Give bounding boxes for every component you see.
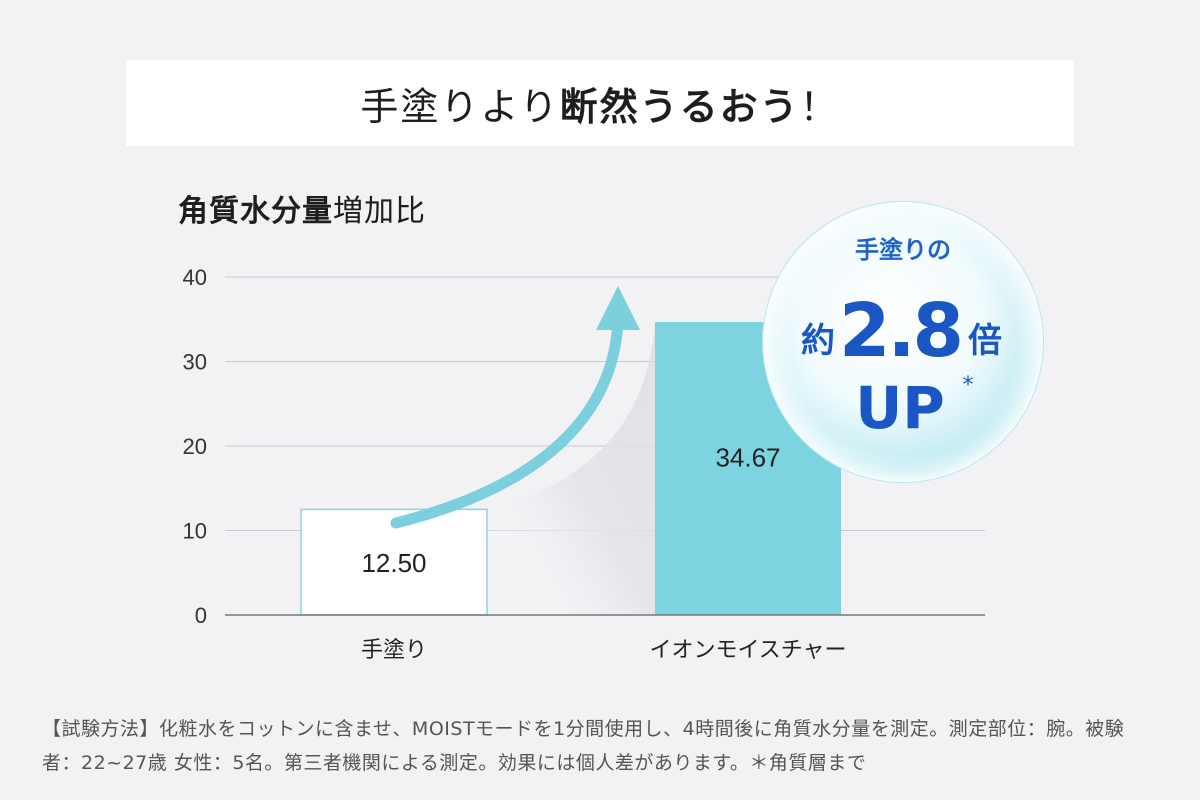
- data-label: 34.67: [715, 443, 780, 473]
- badge-suffix: 倍: [968, 321, 1002, 361]
- y-tick-label: 30: [183, 350, 207, 375]
- y-axis-labels: 0 10 20 30 40: [183, 265, 207, 628]
- growth-sweep-shade: [487, 322, 655, 615]
- chart-title-normal: 増加比: [333, 194, 426, 229]
- y-tick-label: 40: [183, 265, 207, 290]
- headline-tail: ！: [799, 84, 840, 129]
- category-label: イオンモイスチャー: [649, 638, 846, 663]
- category-labels: 手塗り イオンモイスチャー: [361, 638, 847, 663]
- y-tick-label: 10: [183, 519, 207, 544]
- category-label: 手塗り: [361, 638, 427, 663]
- badge-up: UP: [855, 374, 945, 442]
- badge-prefix: 約: [801, 321, 835, 361]
- chart-title-bold: 角質水分量: [178, 194, 333, 229]
- y-tick-label: 20: [183, 434, 207, 459]
- test-method-footnote: 【試験方法】化粧水をコットンに含ませ、MOISTモードを1分間使用し、4時間後に…: [42, 718, 1125, 774]
- headline-banner: 手塗りより断然うるおう！: [126, 60, 1074, 146]
- badge-bubble: 手塗りの 約 2.8 倍 UP *: [762, 201, 1044, 483]
- badge-number: 2.8: [839, 288, 961, 374]
- headline: 手塗りより断然うるおう！: [360, 76, 839, 131]
- data-label: 12.50: [361, 548, 426, 578]
- growth-arrow-icon: [390, 286, 640, 529]
- chart-title: 角質水分量増加比: [178, 186, 426, 230]
- y-tick-label: 0: [195, 603, 207, 628]
- headline-normal: 手塗りより: [360, 84, 560, 129]
- badge-asterisk: *: [963, 373, 974, 398]
- headline-bold: 断然うるおう: [559, 84, 800, 129]
- badge-line1: 手塗りの: [855, 236, 951, 264]
